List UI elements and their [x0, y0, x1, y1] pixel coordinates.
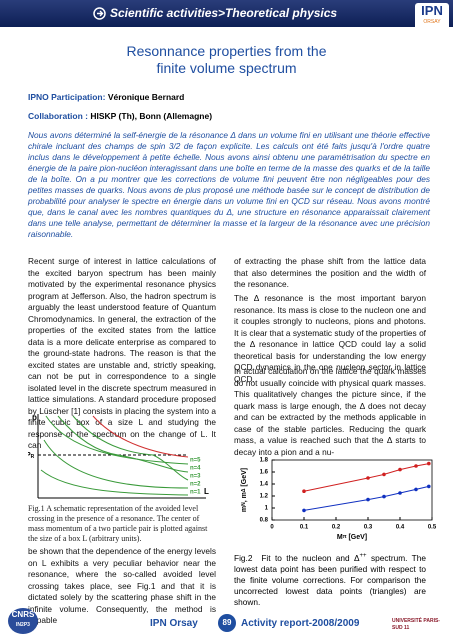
paragraph: of extracting the phase shift from the l…: [234, 256, 426, 289]
data-point: [382, 494, 386, 499]
x-tick-label: 0.1: [300, 525, 309, 531]
figure-2: 0.8 1 1.2 1.4 1.6 1.8 0 0.1 0.2 0.3 0.4 0.5 mN, mΔ […: [241, 458, 437, 541]
pr: P: [28, 452, 31, 459]
label-part: π: [343, 534, 347, 540]
label: Collaboration :: [28, 111, 88, 121]
title-line: Resonnance properties from the: [126, 43, 327, 59]
header-bar: Scientific activities>Theoretical physic…: [0, 0, 453, 31]
ipn-logo: IPN ORSAY: [415, 3, 449, 31]
y-tick-label: 1.8: [260, 458, 269, 464]
value: Véronique Bernard: [107, 92, 185, 102]
data-point: [382, 472, 386, 477]
label-part: M: [337, 534, 343, 541]
label-part: [GeV]: [241, 468, 248, 489]
paragraph: The Δ resonance is the most important ba…: [234, 293, 426, 384]
abstract: Nous avons déterminé la self-énergie de …: [28, 130, 430, 239]
pr-sub: R: [31, 454, 35, 460]
level-label: n=1: [190, 490, 201, 496]
data-point: [427, 461, 431, 466]
page-number: 89: [218, 614, 236, 632]
x-tick-label: 0.2: [332, 525, 341, 531]
label-part: Δ: [241, 488, 247, 492]
caption-sup: ++: [359, 553, 367, 559]
lab-name: IPN Orsay: [150, 618, 198, 629]
label: IPNO Participation:: [28, 92, 106, 102]
label-part: N: [241, 502, 247, 506]
y-label: mN, mΔ [GeV]: [241, 468, 248, 512]
x-tick-label: 0.5: [428, 525, 437, 531]
data-point: [398, 467, 402, 472]
fit-line: [303, 485, 429, 511]
label-part: [GeV]: [347, 534, 368, 541]
paragraph: be shown that the dependence of the ener…: [28, 546, 216, 625]
fit-line: [303, 463, 429, 492]
figure-1-caption: Fig.1 A schematic representation of the …: [28, 504, 214, 544]
paragraph: Recent surge of interest in lattice calc…: [28, 256, 216, 450]
data-point: [414, 487, 418, 492]
logo-text: IPN: [421, 3, 443, 18]
x-tick-label: 0.4: [396, 525, 405, 531]
data-point: [366, 476, 370, 480]
header-icon: [93, 7, 106, 20]
level-label: n=2: [190, 482, 201, 488]
caption: A schematic representation of the avoide…: [28, 504, 208, 543]
value: HISKP (Th), Bonn (Allemagne): [90, 111, 213, 121]
participation: IPNO Participation: Véronique Bernard: [28, 92, 184, 102]
label-part: , m: [241, 492, 248, 502]
y-tick-label: 1.6: [260, 470, 269, 476]
in2p3: IN2P3: [16, 622, 30, 628]
x-label: L: [204, 487, 209, 496]
level-label: n=4: [190, 466, 201, 472]
caption-label: Fig.1: [28, 504, 45, 513]
label-part: m: [241, 506, 248, 512]
y-tick-label: 0.8: [260, 518, 269, 524]
y-label: p: [32, 413, 37, 422]
paragraph: In actual calculation on the lattice the…: [234, 366, 426, 457]
data-point: [302, 489, 306, 493]
y-tick-label: 1.4: [260, 482, 269, 488]
collaboration: Collaboration : HISKP (Th), Bonn (Allema…: [28, 111, 212, 121]
figure-1: p PR n=5 n=4 n=3 n=2 n=1 L: [28, 413, 209, 499]
data-point: [398, 491, 402, 495]
level-label: n=3: [190, 474, 201, 480]
logo-sub: ORSAY: [423, 19, 441, 25]
level-label: n=5: [190, 458, 201, 464]
data-point: [366, 497, 370, 502]
caption: spectrum. The lowest data point has been…: [234, 552, 426, 607]
section-title: Scientific activities>Theoretical physic…: [110, 6, 338, 20]
data-point: [414, 464, 418, 468]
data-point: [427, 484, 431, 489]
y-tick-label: 1: [265, 506, 269, 512]
cnrs: CNRS: [11, 610, 35, 619]
x-tick-label: 0: [270, 525, 274, 531]
pr-label: PR: [28, 452, 35, 460]
x-tick-label: 0.3: [364, 525, 373, 531]
university: UNIVERSITÉ PARIS-SUD 11: [392, 618, 440, 631]
title: Resonnance properties from the finite vo…: [0, 43, 453, 77]
report: Activity report-2008/2009: [241, 618, 360, 629]
caption-label: Fig.2: [234, 552, 253, 563]
x-label: Mπ [GeV]: [337, 534, 367, 541]
plot-frame: [271, 459, 433, 521]
figure-2-caption: Fig.2 Fit to the nucleon and Δ++ spectru…: [234, 551, 426, 608]
title-line: finite volume spectrum: [156, 60, 297, 76]
cnrs-logo: CNRS IN2P3: [8, 608, 38, 634]
caption: Fit to the nucleon and Δ: [261, 552, 360, 563]
y-tick-label: 1.2: [260, 494, 269, 500]
data-point: [302, 508, 306, 513]
